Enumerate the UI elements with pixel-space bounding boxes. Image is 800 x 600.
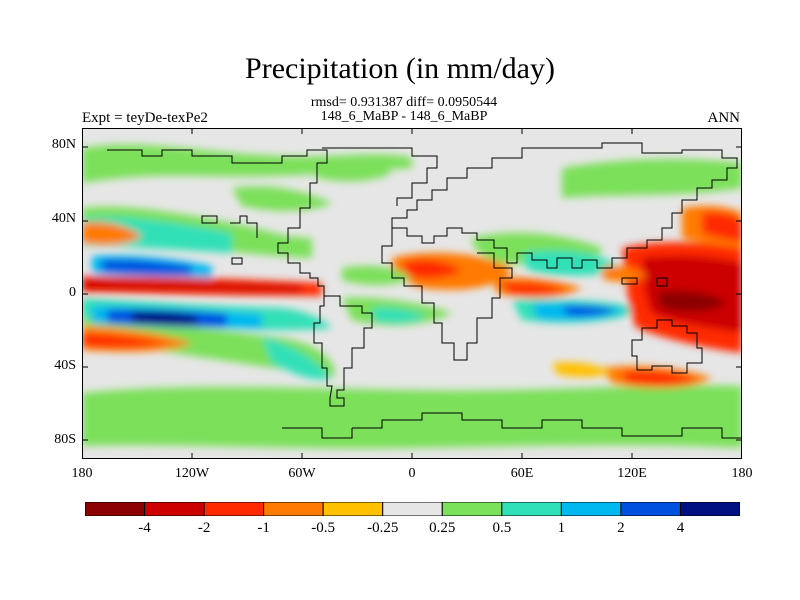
y-tick-label: 0 <box>69 284 76 300</box>
precip-map <box>82 128 742 459</box>
experiment-label: Expt = teyDe-texPe2 <box>82 110 208 126</box>
x-tick-label: 180 <box>731 466 753 481</box>
colorbar-label: -0.5 <box>311 520 336 536</box>
colorbar-label: 0.25 <box>429 520 456 536</box>
case-line: 148_6_MaBP - 148_6_MaBP <box>320 109 488 124</box>
colorbar-cell <box>85 502 146 516</box>
x-tick-label: 60E <box>510 466 534 481</box>
plot-title: Precipitation (in mm/day) <box>245 52 555 85</box>
colorbar-cell <box>203 502 265 516</box>
colorbar-label: 2 <box>617 520 625 536</box>
y-tick-label: 80N <box>51 137 76 153</box>
colorbar-label: -2 <box>197 520 211 536</box>
colorbar-cell <box>441 502 503 516</box>
colorbar-cell <box>382 502 443 516</box>
colorbar-cell <box>501 502 562 516</box>
coastlines <box>107 142 742 439</box>
x-tick-label: 120E <box>617 466 647 481</box>
x-tick-label: 180 <box>71 466 93 481</box>
colorbar-cell <box>560 502 622 516</box>
colorbar-label: -0.25 <box>367 520 399 536</box>
colorbar-label: 4 <box>676 520 685 536</box>
tick-marks <box>82 128 742 459</box>
x-tick-label: 0 <box>408 466 416 481</box>
map-panel <box>82 128 742 459</box>
colorbar-cell <box>679 502 740 516</box>
season-label: ANN <box>707 110 741 126</box>
x-tick-label: 60W <box>288 466 316 481</box>
colorbar-cell <box>620 502 681 516</box>
colorbar <box>85 502 740 516</box>
colorbar-label: -1 <box>257 520 270 536</box>
colorbar-cell <box>322 502 384 516</box>
y-tick-label: 80S <box>54 431 76 447</box>
precip-field <box>82 128 742 459</box>
stats-line: rmsd= 0.931387 diff= 0.0950544 <box>310 95 498 110</box>
colorbar-label: 0.5 <box>492 520 512 536</box>
colorbar-label: -4 <box>138 520 151 536</box>
stats-block: rmsd= 0.931387 diff= 0.0950544 148_6_MaB… <box>0 96 800 124</box>
x-tick-label: 120W <box>174 466 210 481</box>
colorbar-cell <box>263 502 324 516</box>
y-tick-label: 40N <box>51 210 76 226</box>
colorbar-label: 1 <box>557 520 566 536</box>
y-tick-label: 40S <box>54 358 76 374</box>
colorbar-cell <box>144 502 205 516</box>
